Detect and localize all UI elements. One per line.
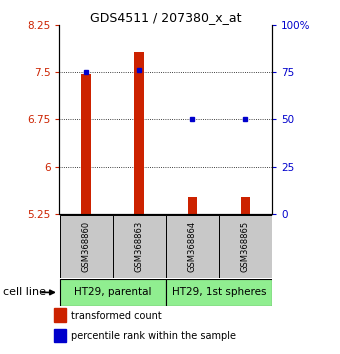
Bar xyxy=(188,197,197,214)
Bar xyxy=(59,215,113,278)
Bar xyxy=(166,215,219,278)
Text: GSM368863: GSM368863 xyxy=(135,221,144,272)
Text: cell line: cell line xyxy=(3,287,46,297)
Text: GSM368860: GSM368860 xyxy=(82,221,90,272)
Bar xyxy=(134,52,144,214)
Text: HT29, parental: HT29, parental xyxy=(74,287,151,297)
Text: HT29, 1st spheres: HT29, 1st spheres xyxy=(172,287,266,297)
Bar xyxy=(166,279,272,306)
Bar xyxy=(54,308,66,322)
Bar xyxy=(54,329,66,342)
Title: GDS4511 / 207380_x_at: GDS4511 / 207380_x_at xyxy=(90,11,241,24)
Bar xyxy=(241,197,250,214)
Bar xyxy=(59,279,166,306)
Bar xyxy=(81,74,91,214)
Text: percentile rank within the sample: percentile rank within the sample xyxy=(71,331,236,341)
Text: GSM368865: GSM368865 xyxy=(241,221,250,272)
Bar xyxy=(113,215,166,278)
Text: transformed count: transformed count xyxy=(71,310,162,321)
Text: GSM368864: GSM368864 xyxy=(188,221,197,272)
Bar xyxy=(219,215,272,278)
